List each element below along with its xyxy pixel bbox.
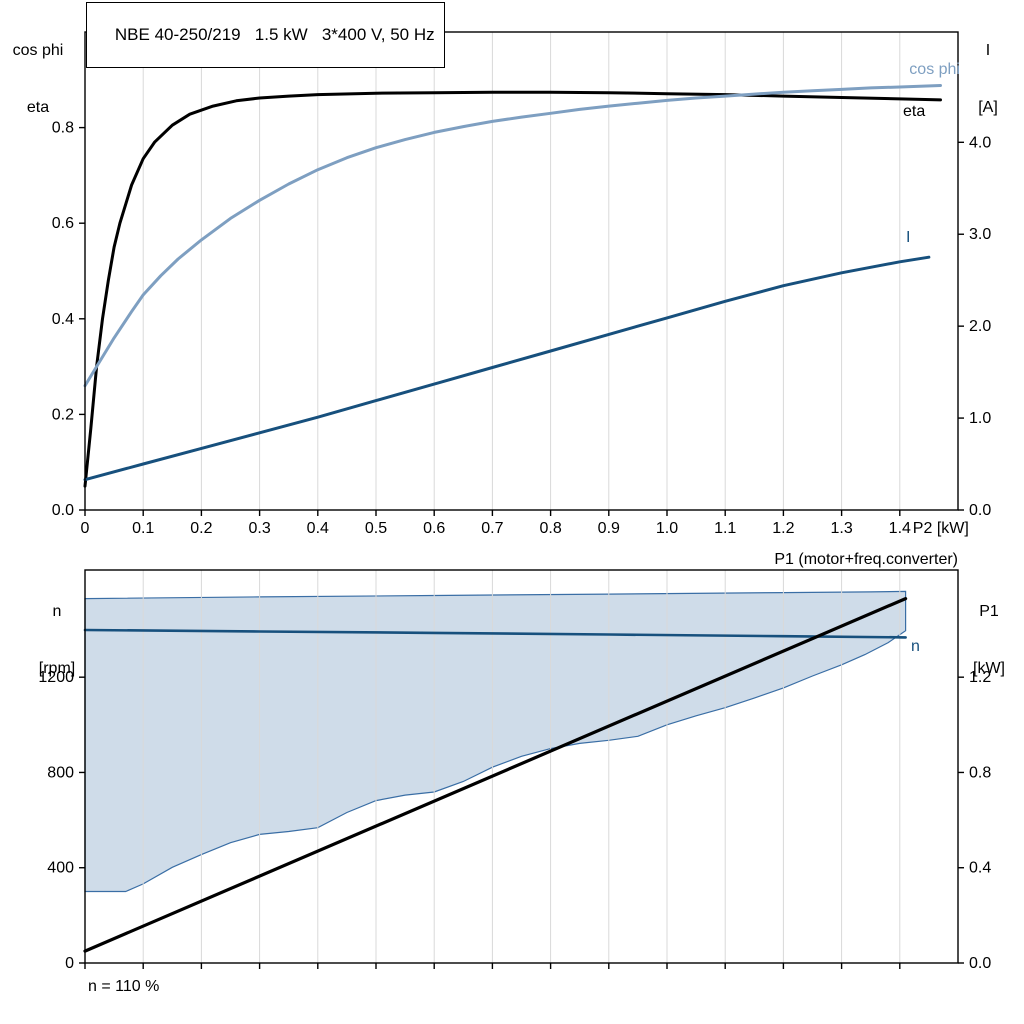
svg-text:400: 400 [47, 860, 74, 877]
top-left-axis-title: cos phi eta [0, 3, 76, 155]
axis-title-eta: eta [26, 99, 50, 116]
bottom-right-axis-title: P1 [kW] [958, 564, 1020, 716]
svg-text:1200: 1200 [38, 669, 74, 686]
svg-text:0.6: 0.6 [52, 215, 74, 232]
svg-text:P2 [kW]: P2 [kW] [913, 520, 969, 537]
axis-title-cos-phi: cos phi [12, 42, 64, 59]
svg-text:0: 0 [81, 520, 90, 537]
axis-title-current-unit: [A] [978, 99, 998, 116]
svg-text:0.6: 0.6 [423, 520, 445, 537]
svg-text:0.4: 0.4 [307, 520, 329, 537]
svg-text:0.4: 0.4 [969, 860, 991, 877]
chart-title: NBE 40-250/219 1.5 kW 3*400 V, 50 Hz [114, 25, 435, 44]
svg-text:0.2: 0.2 [52, 406, 74, 423]
svg-text:0.8: 0.8 [539, 520, 561, 537]
top-right-axis-title: I [A] [958, 3, 1018, 155]
svg-text:0.9: 0.9 [598, 520, 620, 537]
axis-title-p1: P1 [979, 603, 999, 620]
svg-text:0.0: 0.0 [969, 955, 991, 972]
svg-text:0.7: 0.7 [481, 520, 503, 537]
svg-text:2.0: 2.0 [969, 318, 991, 335]
svg-text:0.8: 0.8 [52, 120, 74, 137]
current-curve-label: I [906, 229, 911, 246]
eta-curve-label: eta [903, 103, 926, 120]
bottom-left-axis-title: n [rpm] [24, 564, 90, 716]
svg-text:1.3: 1.3 [830, 520, 852, 537]
cos-phi-curve-label: cos phi [909, 61, 960, 78]
svg-text:0.0: 0.0 [969, 502, 991, 519]
svg-text:800: 800 [47, 764, 74, 781]
axis-title-current: I [985, 42, 991, 59]
svg-text:0: 0 [65, 955, 74, 972]
svg-text:0.3: 0.3 [248, 520, 270, 537]
svg-text:0.2: 0.2 [190, 520, 212, 537]
speed-curve-label: n [911, 638, 920, 655]
svg-text:0.8: 0.8 [969, 764, 991, 781]
bottom-chart-title: P1 (motor+freq.converter) [774, 551, 958, 568]
speed-setting-note: n = 110 % [88, 978, 160, 995]
svg-text:1.0: 1.0 [969, 410, 991, 427]
svg-text:0.4: 0.4 [52, 311, 74, 328]
svg-text:1.2: 1.2 [772, 520, 794, 537]
svg-text:4.0: 4.0 [969, 134, 991, 151]
svg-text:0.1: 0.1 [132, 520, 154, 537]
bottom-chart-canvas: 0 400 800 1200 0.0 0.4 0.8 1.2 [38, 569, 991, 972]
axis-title-speed: n [52, 603, 62, 620]
svg-text:3.0: 3.0 [969, 226, 991, 243]
svg-text:1.2: 1.2 [969, 669, 991, 686]
svg-text:0.0: 0.0 [52, 502, 74, 519]
axis-title-speed-unit: [rpm] [38, 660, 76, 677]
svg-text:0.5: 0.5 [365, 520, 387, 537]
svg-text:1.0: 1.0 [656, 520, 678, 537]
svg-text:1.4: 1.4 [889, 520, 911, 537]
chart-header-box: NBE 40-250/219 1.5 kW 3*400 V, 50 Hz [86, 2, 445, 68]
svg-text:1.1: 1.1 [714, 520, 736, 537]
axis-title-p1-unit: [kW] [973, 660, 1005, 677]
top-chart-canvas: 0 0.1 0.2 0.3 0.4 0.5 0.6 0.7 0.8 0.9 1.0 1.1 1.2 1.3… [52, 31, 991, 537]
